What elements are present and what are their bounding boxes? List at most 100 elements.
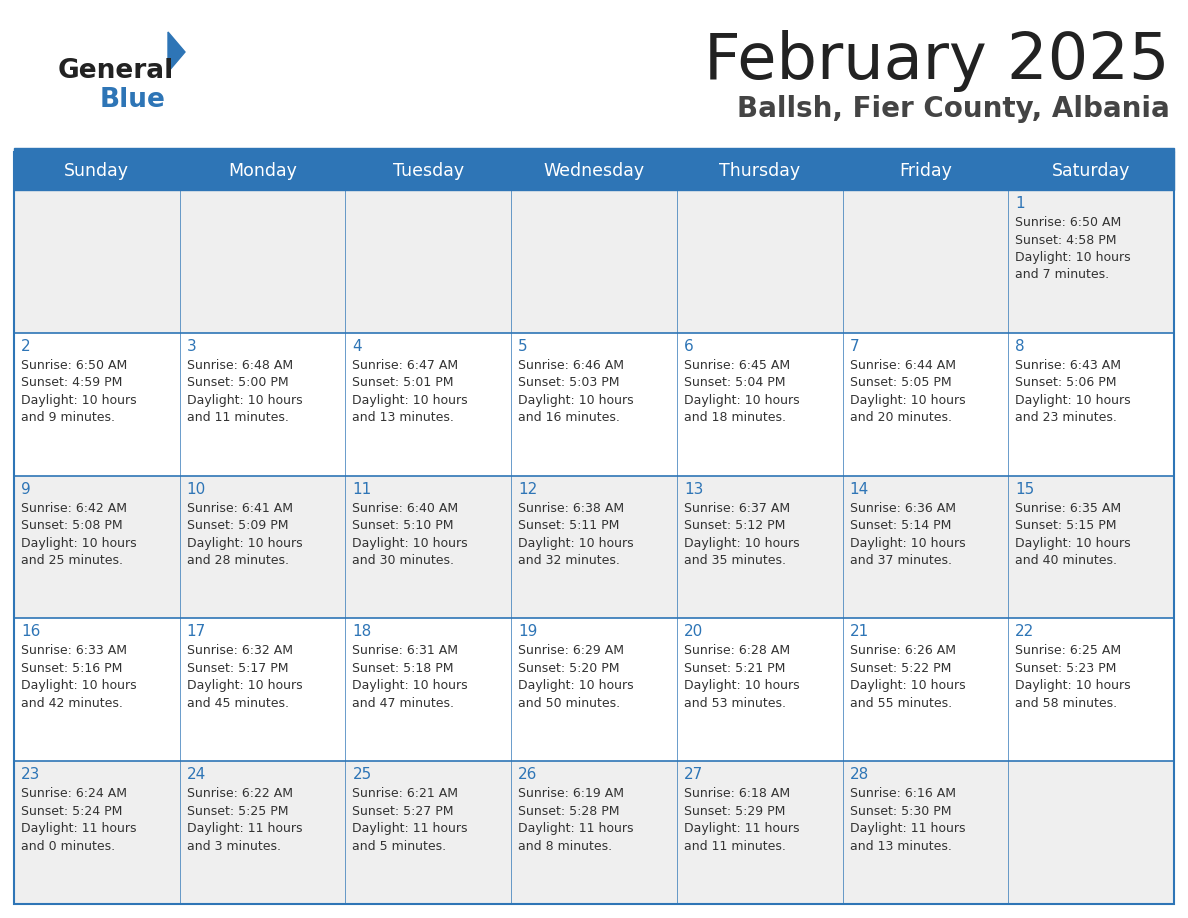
Text: Sunrise: 6:37 AM: Sunrise: 6:37 AM: [684, 501, 790, 515]
Text: Sunset: 5:12 PM: Sunset: 5:12 PM: [684, 519, 785, 532]
Text: 18: 18: [353, 624, 372, 640]
Bar: [14, 190, 1174, 333]
Text: Monday: Monday: [228, 162, 297, 180]
Text: 1: 1: [1016, 196, 1025, 211]
Text: Daylight: 11 hours: Daylight: 11 hours: [353, 823, 468, 835]
Text: Sunset: 5:23 PM: Sunset: 5:23 PM: [1016, 662, 1117, 675]
Bar: [14, 148, 1174, 152]
Text: General: General: [58, 58, 175, 84]
Text: 3: 3: [187, 339, 196, 353]
Text: Daylight: 10 hours: Daylight: 10 hours: [187, 394, 302, 407]
Text: Sunrise: 6:35 AM: Sunrise: 6:35 AM: [1016, 501, 1121, 515]
Text: Sunrise: 6:43 AM: Sunrise: 6:43 AM: [1016, 359, 1121, 372]
Text: and 53 minutes.: and 53 minutes.: [684, 697, 785, 710]
Text: Daylight: 10 hours: Daylight: 10 hours: [1016, 679, 1131, 692]
Text: Daylight: 10 hours: Daylight: 10 hours: [353, 394, 468, 407]
Text: Sunrise: 6:46 AM: Sunrise: 6:46 AM: [518, 359, 624, 372]
Text: 12: 12: [518, 482, 537, 497]
Text: Sunrise: 6:40 AM: Sunrise: 6:40 AM: [353, 501, 459, 515]
Text: Sunset: 5:18 PM: Sunset: 5:18 PM: [353, 662, 454, 675]
Polygon shape: [168, 32, 185, 72]
Text: Daylight: 10 hours: Daylight: 10 hours: [518, 537, 633, 550]
Text: Sunrise: 6:41 AM: Sunrise: 6:41 AM: [187, 501, 292, 515]
Bar: [14, 761, 1174, 904]
Text: 7: 7: [849, 339, 859, 353]
Text: Sunset: 5:20 PM: Sunset: 5:20 PM: [518, 662, 620, 675]
Text: 21: 21: [849, 624, 868, 640]
Bar: [14, 333, 1174, 476]
Text: Daylight: 11 hours: Daylight: 11 hours: [684, 823, 800, 835]
Text: Daylight: 10 hours: Daylight: 10 hours: [1016, 251, 1131, 264]
Text: Sunset: 5:03 PM: Sunset: 5:03 PM: [518, 376, 620, 389]
Text: and 5 minutes.: and 5 minutes.: [353, 840, 447, 853]
Text: and 55 minutes.: and 55 minutes.: [849, 697, 952, 710]
Text: Sunset: 5:05 PM: Sunset: 5:05 PM: [849, 376, 952, 389]
Text: Daylight: 10 hours: Daylight: 10 hours: [1016, 537, 1131, 550]
Bar: [14, 476, 1174, 619]
Text: Daylight: 11 hours: Daylight: 11 hours: [21, 823, 137, 835]
Text: Sunrise: 6:50 AM: Sunrise: 6:50 AM: [21, 359, 127, 372]
Text: Sunrise: 6:48 AM: Sunrise: 6:48 AM: [187, 359, 292, 372]
Text: Sunrise: 6:18 AM: Sunrise: 6:18 AM: [684, 788, 790, 800]
Text: Sunrise: 6:21 AM: Sunrise: 6:21 AM: [353, 788, 459, 800]
Text: and 13 minutes.: and 13 minutes.: [353, 411, 454, 424]
Text: 13: 13: [684, 482, 703, 497]
Text: Daylight: 10 hours: Daylight: 10 hours: [518, 394, 633, 407]
Text: Sunset: 5:11 PM: Sunset: 5:11 PM: [518, 519, 619, 532]
Text: Sunset: 5:10 PM: Sunset: 5:10 PM: [353, 519, 454, 532]
Text: Wednesday: Wednesday: [543, 162, 645, 180]
Text: Daylight: 10 hours: Daylight: 10 hours: [21, 679, 137, 692]
Text: and 40 minutes.: and 40 minutes.: [1016, 554, 1117, 567]
Text: Daylight: 10 hours: Daylight: 10 hours: [518, 679, 633, 692]
Text: Daylight: 10 hours: Daylight: 10 hours: [21, 537, 137, 550]
Text: 22: 22: [1016, 624, 1035, 640]
Text: Daylight: 11 hours: Daylight: 11 hours: [518, 823, 633, 835]
Text: and 3 minutes.: and 3 minutes.: [187, 840, 280, 853]
Text: Sunrise: 6:28 AM: Sunrise: 6:28 AM: [684, 644, 790, 657]
Text: Sunrise: 6:31 AM: Sunrise: 6:31 AM: [353, 644, 459, 657]
Text: and 35 minutes.: and 35 minutes.: [684, 554, 785, 567]
Text: 2: 2: [21, 339, 31, 353]
Text: and 32 minutes.: and 32 minutes.: [518, 554, 620, 567]
Text: 14: 14: [849, 482, 868, 497]
Text: Sunrise: 6:33 AM: Sunrise: 6:33 AM: [21, 644, 127, 657]
Text: Ballsh, Fier County, Albania: Ballsh, Fier County, Albania: [738, 95, 1170, 123]
Text: Sunset: 5:21 PM: Sunset: 5:21 PM: [684, 662, 785, 675]
Text: Friday: Friday: [899, 162, 952, 180]
Bar: [14, 152, 1174, 190]
Text: Sunset: 5:14 PM: Sunset: 5:14 PM: [849, 519, 950, 532]
Text: Daylight: 10 hours: Daylight: 10 hours: [187, 679, 302, 692]
Text: Daylight: 10 hours: Daylight: 10 hours: [21, 394, 137, 407]
Bar: [14, 152, 1174, 904]
Text: 19: 19: [518, 624, 537, 640]
Text: Daylight: 10 hours: Daylight: 10 hours: [684, 394, 800, 407]
Text: Sunset: 5:06 PM: Sunset: 5:06 PM: [1016, 376, 1117, 389]
Text: and 45 minutes.: and 45 minutes.: [187, 697, 289, 710]
Text: Daylight: 10 hours: Daylight: 10 hours: [353, 679, 468, 692]
Text: 8: 8: [1016, 339, 1025, 353]
Text: February 2025: February 2025: [704, 30, 1170, 92]
Text: and 18 minutes.: and 18 minutes.: [684, 411, 785, 424]
Text: Daylight: 10 hours: Daylight: 10 hours: [187, 537, 302, 550]
Text: and 42 minutes.: and 42 minutes.: [21, 697, 122, 710]
Text: and 9 minutes.: and 9 minutes.: [21, 411, 115, 424]
Text: 6: 6: [684, 339, 694, 353]
Text: 28: 28: [849, 767, 868, 782]
Text: Sunset: 5:17 PM: Sunset: 5:17 PM: [187, 662, 289, 675]
Text: Sunrise: 6:26 AM: Sunrise: 6:26 AM: [849, 644, 955, 657]
Text: Sunrise: 6:25 AM: Sunrise: 6:25 AM: [1016, 644, 1121, 657]
Text: Sunrise: 6:29 AM: Sunrise: 6:29 AM: [518, 644, 624, 657]
Text: and 28 minutes.: and 28 minutes.: [187, 554, 289, 567]
Text: Daylight: 10 hours: Daylight: 10 hours: [684, 679, 800, 692]
Text: Daylight: 10 hours: Daylight: 10 hours: [684, 537, 800, 550]
Text: Blue: Blue: [100, 87, 166, 113]
Text: 11: 11: [353, 482, 372, 497]
Text: 4: 4: [353, 339, 362, 353]
Text: and 23 minutes.: and 23 minutes.: [1016, 411, 1117, 424]
Text: Sunrise: 6:22 AM: Sunrise: 6:22 AM: [187, 788, 292, 800]
Text: and 58 minutes.: and 58 minutes.: [1016, 697, 1118, 710]
Text: and 20 minutes.: and 20 minutes.: [849, 411, 952, 424]
Text: and 7 minutes.: and 7 minutes.: [1016, 268, 1110, 282]
Text: and 11 minutes.: and 11 minutes.: [684, 840, 785, 853]
Text: Sunday: Sunday: [64, 162, 129, 180]
